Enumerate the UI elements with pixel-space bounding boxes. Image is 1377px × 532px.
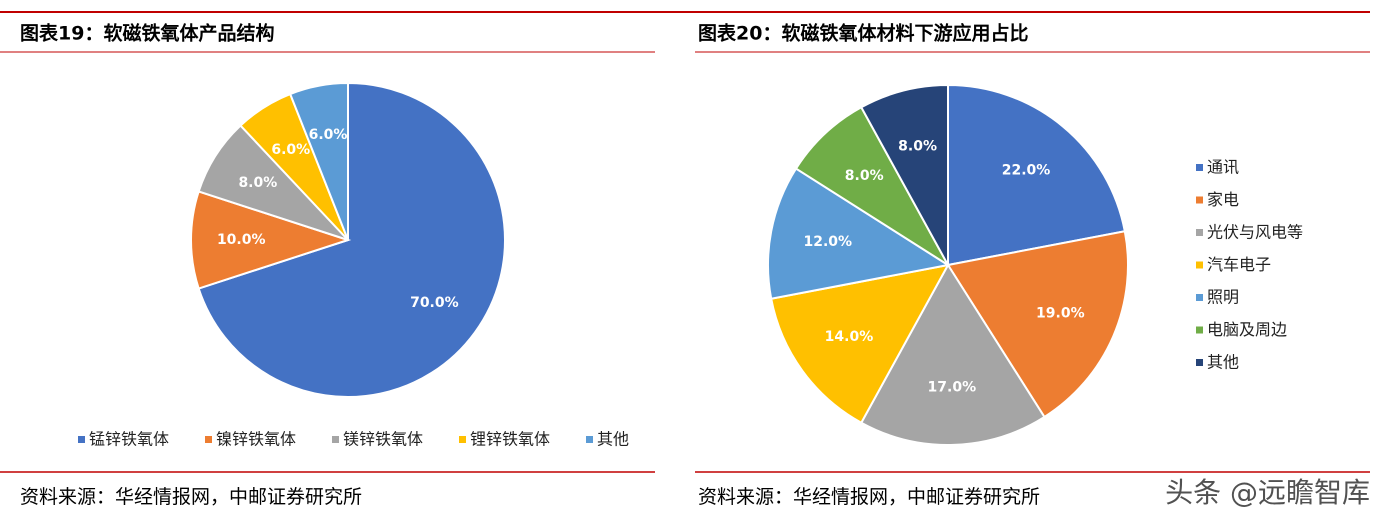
chart-title: 图表19：软磁铁氧体产品结构 [20, 22, 274, 45]
data-label: 22.0% [1002, 163, 1051, 179]
data-label: 8.0% [845, 168, 884, 184]
legend-label: 锰锌铁氧体 [89, 430, 169, 449]
legend-swatch [1196, 229, 1203, 236]
legend-swatch [1196, 326, 1203, 334]
watermark: 头条 @远瞻智库 [1165, 476, 1370, 509]
data-label: 70.0% [410, 295, 459, 311]
legend-label: 镁锌铁氧体 [343, 430, 423, 449]
chart-title: 图表20：软磁铁氧体材料下游应用占比 [698, 22, 1028, 45]
legend-swatch [1196, 294, 1203, 301]
data-label: 6.0% [309, 127, 348, 143]
pie-slice [946, 230, 1129, 419]
data-label: 17.0% [928, 379, 977, 395]
pie-slice [767, 167, 951, 300]
legend-label: 电脑及周边 [1207, 320, 1287, 339]
legend-label: 其他 [1207, 353, 1239, 372]
legend-label: 通讯 [1207, 158, 1239, 177]
data-label: 10.0% [217, 232, 266, 248]
pie-slice [794, 105, 949, 266]
legend-swatch [459, 436, 466, 443]
data-label: 8.0% [898, 138, 937, 154]
pie-slice [947, 83, 1126, 267]
legend-label: 其他 [597, 430, 629, 449]
legend-swatch [332, 436, 339, 443]
pie-slice [197, 81, 506, 398]
legend-swatch [586, 436, 593, 443]
legend-label: 光伏与风电等 [1207, 223, 1303, 242]
legend-swatch [1196, 196, 1203, 204]
data-label: 12.0% [803, 234, 852, 250]
pie-slice [859, 83, 949, 266]
data-label: 14.0% [825, 329, 874, 345]
legend-label: 镍锌铁氧体 [216, 430, 296, 449]
data-label: 8.0% [238, 175, 277, 191]
legend-swatch [1196, 359, 1203, 366]
data-label: 19.0% [1036, 306, 1085, 322]
pie-slice [190, 190, 352, 290]
legend-swatch [78, 436, 85, 443]
pie-slice [770, 263, 950, 425]
legend-label: 汽车电子 [1207, 255, 1271, 274]
data-label: 6.0% [271, 142, 310, 158]
source: 资料来源：华经情报网，中邮证券研究所 [20, 486, 362, 508]
pie-slice [288, 81, 349, 241]
legend-label: 锂锌铁氧体 [470, 430, 550, 449]
legend-swatch [1196, 164, 1203, 171]
legend-swatch [205, 436, 212, 443]
source: 资料来源：华经情报网，中邮证券研究所 [698, 486, 1040, 508]
legend-label: 家电 [1207, 190, 1239, 209]
pie-slice [859, 263, 1046, 446]
legend-label: 照明 [1207, 288, 1239, 307]
legend-swatch [1196, 261, 1203, 269]
